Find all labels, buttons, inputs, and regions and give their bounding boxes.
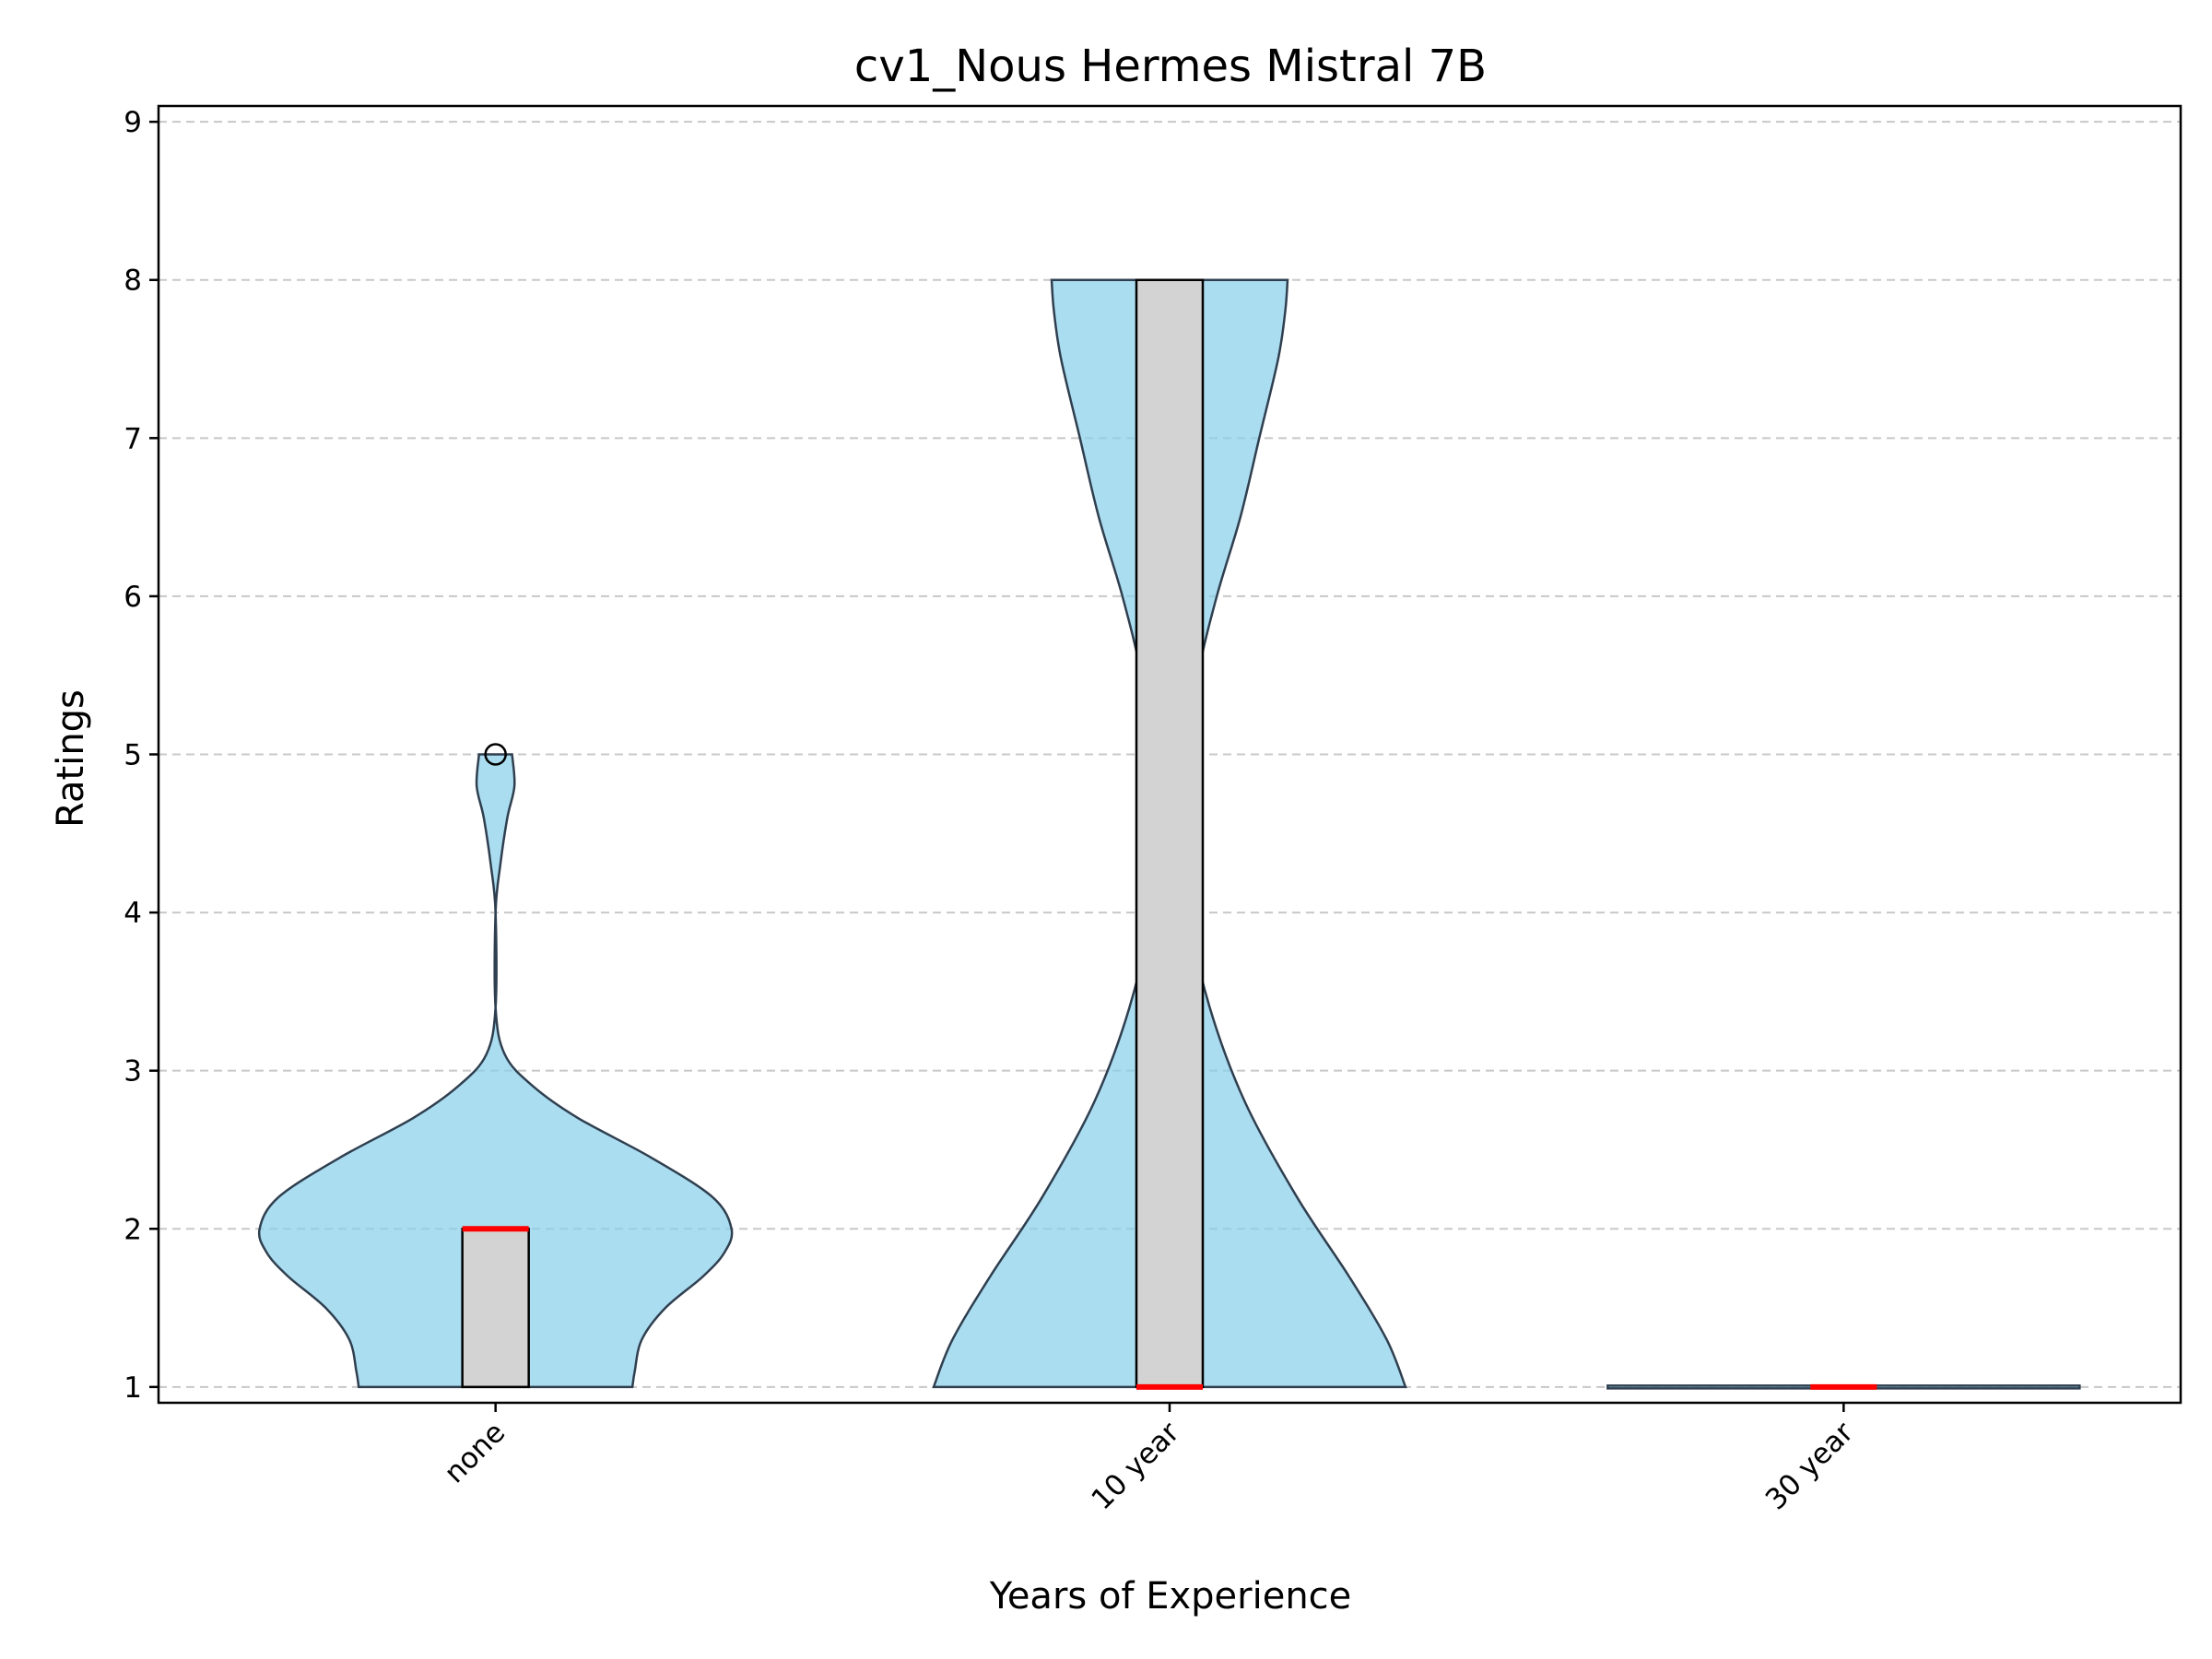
- y-tick-label: 6: [124, 581, 142, 614]
- chart-title: cv1_Nous Hermes Mistral 7B: [854, 41, 1487, 92]
- y-tick-label: 9: [124, 106, 142, 139]
- x-tick-label: 30 year: [1759, 1416, 1860, 1516]
- x-tick-label: none: [438, 1416, 512, 1489]
- x-tick-label: 10 year: [1085, 1416, 1185, 1516]
- y-tick-label: 8: [124, 265, 142, 298]
- y-tick-label: 5: [124, 739, 142, 772]
- y-tick-label: 7: [124, 422, 142, 455]
- y-tick-label: 1: [124, 1371, 142, 1405]
- outlier-none: [484, 743, 507, 766]
- box-none: [461, 1228, 530, 1389]
- boxes: [461, 278, 1877, 1390]
- x-axis-label: Years of Experience: [989, 1575, 1352, 1618]
- y-tick-label: 2: [124, 1213, 142, 1246]
- violin-none: [257, 753, 734, 1389]
- y-tick-label: 4: [124, 897, 142, 930]
- y-tick-label: 3: [124, 1055, 142, 1088]
- y-axis-label: Ratings: [50, 689, 92, 828]
- box-10-year: [1135, 278, 1205, 1389]
